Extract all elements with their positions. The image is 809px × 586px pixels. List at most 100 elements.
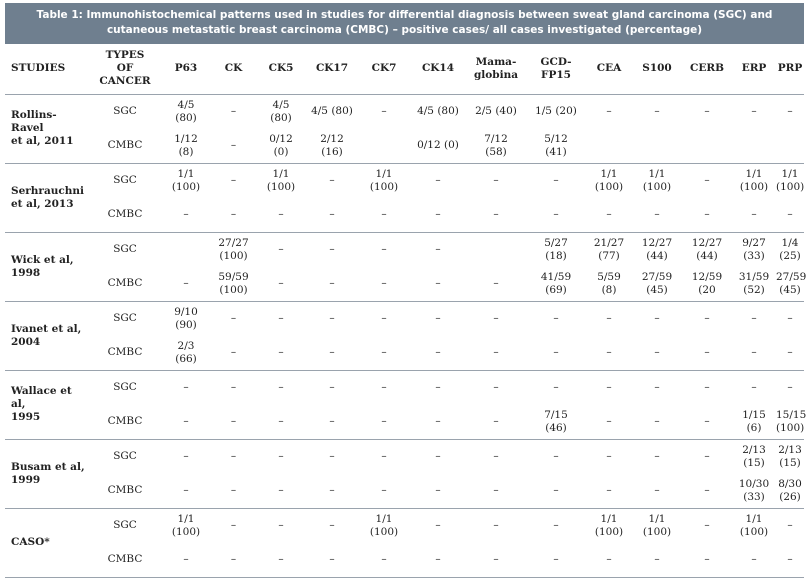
table-cell: –	[682, 197, 732, 233]
table-cell: –	[381, 243, 387, 255]
table-cell: –	[410, 266, 466, 302]
column-header: CK5	[256, 44, 306, 95]
table-cell: –	[654, 105, 660, 117]
table-cell: –	[787, 312, 793, 324]
table-cell: 1/1 (100)	[776, 167, 805, 193]
table-cell	[466, 232, 526, 267]
table-cell: –	[381, 312, 387, 324]
table-cell: –	[586, 404, 632, 440]
cancer-type: CMBC	[89, 335, 161, 371]
table-cell	[682, 128, 732, 164]
column-header: CEA	[586, 44, 632, 95]
table-caption: Table 1: Immunohistochemical patterns us…	[5, 3, 804, 44]
table-cell: 2/13 (15)	[742, 443, 766, 469]
table-cell: –	[161, 197, 211, 233]
table-cell: –	[435, 381, 441, 393]
table-cell: –	[586, 542, 632, 578]
cancer-type: CMBC	[89, 473, 161, 509]
table-cell: –	[704, 105, 710, 117]
table-cell: 2/5 (40)	[475, 105, 517, 117]
table-cell: –	[732, 335, 776, 371]
table-row: Ivanet et al, 2004 SGC 9/10 (90) – – – – – – – – – –…	[5, 301, 804, 371]
table-cell: 2/13 (15)	[778, 443, 802, 469]
table-row: CASO* SGC 1/1 (100) – – –1/1 (100) – – –1/1 (100…	[5, 508, 804, 578]
cancer-type: CMBC	[89, 197, 161, 233]
table-cell: –	[466, 266, 526, 302]
table-cell: 0/12 (0)	[256, 128, 306, 164]
table-row: Serhrauchni et al, 2013 SGC 1/1 (100) –1/1 …	[5, 163, 805, 233]
table-row: Busam et al, 1999 SGC – – – – – – – – – – –2/13 (15)…	[5, 439, 804, 509]
table-cell: 2/12 (16)	[306, 128, 358, 164]
table-cell: 8/30 (26)	[776, 473, 804, 509]
table-cell: –	[278, 450, 284, 462]
table-cell: –	[358, 542, 410, 578]
table-cell: –	[493, 312, 499, 324]
table-row: CMBC – – – – – – – – – – – – –	[5, 197, 804, 233]
table-cell	[161, 232, 211, 267]
table-cell: 4/5 (80)	[270, 98, 292, 124]
caption-label: Table 1:	[36, 9, 83, 21]
table-cell: –	[329, 450, 335, 462]
table-cell: –	[329, 519, 335, 531]
table-cell: –	[358, 404, 410, 440]
table-cell: 21/27 (77)	[593, 236, 625, 262]
table-cell: –	[493, 450, 499, 462]
table-cell: –	[654, 450, 660, 462]
table-row: CMBC 2/3 (66) – – – – – – – – – – – –	[5, 335, 804, 371]
table-cell: –	[682, 542, 732, 578]
table-cell	[586, 128, 632, 164]
table-cell: –	[306, 542, 358, 578]
table-cell: –	[606, 312, 612, 324]
table-cell: –	[161, 266, 211, 302]
table-cell: –	[183, 381, 189, 393]
table-cell: –	[211, 128, 256, 164]
table-cell: –	[787, 519, 793, 531]
table-cell: –	[751, 381, 757, 393]
table-cell: –	[161, 542, 211, 578]
table-cell: 1/4 (25)	[779, 236, 801, 262]
column-header: CK14	[410, 44, 466, 95]
table-cell: –	[435, 312, 441, 324]
table-cell: –	[553, 312, 559, 324]
table-cell: 41/59 (69)	[526, 266, 586, 302]
table-cell: –	[632, 404, 682, 440]
table-cell: –	[161, 404, 211, 440]
table-cell: –	[632, 197, 682, 233]
table-cell: –	[466, 542, 526, 578]
table-row: CMBC – – – – – – – – – – – – –	[5, 542, 804, 578]
table-cell: –	[256, 473, 306, 509]
column-header: TYPES OF CANCER	[89, 44, 161, 95]
table-cell: –	[278, 519, 284, 531]
column-header: CK7	[358, 44, 410, 95]
study-name: Serhrauchni et al, 2013	[5, 163, 89, 233]
column-header: CERB	[682, 44, 732, 95]
table-row: Wick et al, 1998 SGC 27/27 (100) – – – –5/27 (…	[5, 232, 804, 302]
table-row: Wallace et al, 1995 SGC – – – – – – – – – – – – –	[5, 370, 804, 440]
study-name: Rollins- Ravel et al, 2011	[5, 94, 89, 164]
study-name: Wallace et al, 1995	[5, 370, 89, 440]
table-cell: –	[493, 381, 499, 393]
table-cell: –	[466, 404, 526, 440]
table-cell: –	[410, 335, 466, 371]
table-cell: 1/1 (100)	[171, 512, 201, 538]
caption-text: Immunohistochemical patterns used in stu…	[82, 9, 773, 36]
table-cell: –	[435, 174, 441, 186]
table-cell: 1/1 (100)	[266, 167, 296, 193]
table-cell: 1/1 (100)	[739, 167, 769, 193]
table-cell: 15/15 (100)	[776, 404, 806, 440]
table-cell: 31/59 (52)	[732, 266, 776, 302]
study-name: Ivanet et al, 2004	[5, 301, 89, 371]
table-cell: –	[435, 519, 441, 531]
table-cell: –	[410, 404, 466, 440]
table-cell: 1/1 (100)	[594, 512, 624, 538]
column-header: P63	[161, 44, 211, 95]
table-cell: –	[704, 450, 710, 462]
table-cell: 1/1 (100)	[594, 167, 624, 193]
table-cell: –	[526, 473, 586, 509]
table-cell: –	[682, 473, 732, 509]
table-cell: –	[256, 335, 306, 371]
table-row: CMBC –59/59 (100) – – – – –41/59 (69) 5/59 (8) 2…	[5, 266, 806, 302]
table-cell: –	[493, 519, 499, 531]
table-cell: –	[161, 473, 211, 509]
column-header: ERP	[732, 44, 776, 95]
